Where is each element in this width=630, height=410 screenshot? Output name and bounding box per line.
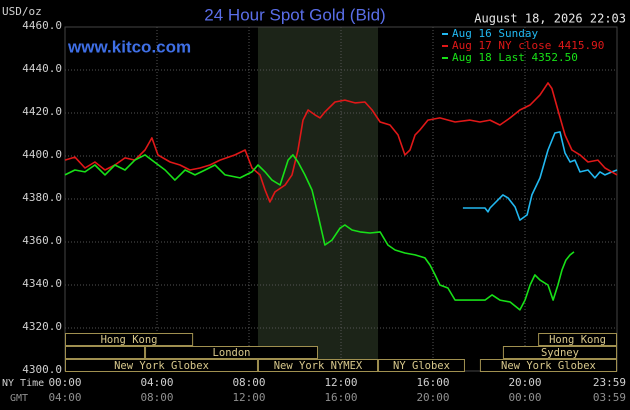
session-box [145,346,318,359]
y-tick-label: 4320.0 [22,320,62,333]
series-line [64,82,618,203]
legend-label: Aug 16 Sunday [452,27,538,40]
x-tick-label: 04:00 [140,376,173,389]
x-tick-label: 16:00 [416,376,449,389]
x2-tick-label: 04:00 [48,391,81,404]
x-tick-label: 12:00 [324,376,357,389]
y-tick-label: 4300.0 [22,363,62,376]
series-line [64,154,575,311]
lines-layer [64,82,618,311]
x2-tick-label: 12:00 [232,391,265,404]
legend-label: Aug 18 Last 4352.50 [452,51,578,64]
x-tick-label: 20:00 [508,376,541,389]
session-label: NY Globex [393,360,450,372]
series-line [462,131,618,221]
y-tick-label: 4380.0 [22,191,62,204]
session-box [479,359,618,372]
session-box [502,346,618,359]
y-tick-label: 4340.0 [22,277,62,290]
legend-label: Aug 17 NY close 4415.90 [452,39,604,52]
x-axis-label: NY Time [2,378,44,389]
y-tick-label: 4460.0 [22,19,62,32]
y-axis-label: USD/oz [2,5,42,18]
session-label: Hong Kong [101,334,158,346]
session-label: New York Globex [114,360,209,372]
x-tick-label: 23:59 [593,376,626,389]
session-box [538,333,617,346]
session-box [378,359,465,372]
chart-title: 24 Hour Spot Gold (Bid) [204,5,385,24]
x2-tick-label: 08:00 [140,391,173,404]
timestamp: August 18, 2026 22:03 [474,12,626,26]
x-tick-label: 00:00 [48,376,81,389]
session-box [257,359,379,372]
y-tick-label: 4400.0 [22,148,62,161]
session-label: New York Globex [501,360,596,372]
x2-tick-label: 16:00 [324,391,357,404]
session-box [65,333,194,346]
y-tick-label: 4420.0 [22,105,62,118]
x2-axis-label: GMT [10,393,28,404]
x2-tick-label: 00:00 [508,391,541,404]
x2-tick-label: 20:00 [416,391,449,404]
y-tick-label: 4360.0 [22,234,62,247]
source: www.kitco.com [67,37,191,56]
session-box [65,346,146,359]
y-tick-label: 4440.0 [22,62,62,75]
x2-tick-label: 03:59 [593,391,626,404]
session-label: New York NYMEX [274,360,363,372]
session-label: Hong Kong [549,334,606,346]
x-tick-label: 08:00 [232,376,265,389]
session-label: London [213,347,251,359]
session-box [65,359,258,372]
session-label: Sydney [541,347,579,359]
